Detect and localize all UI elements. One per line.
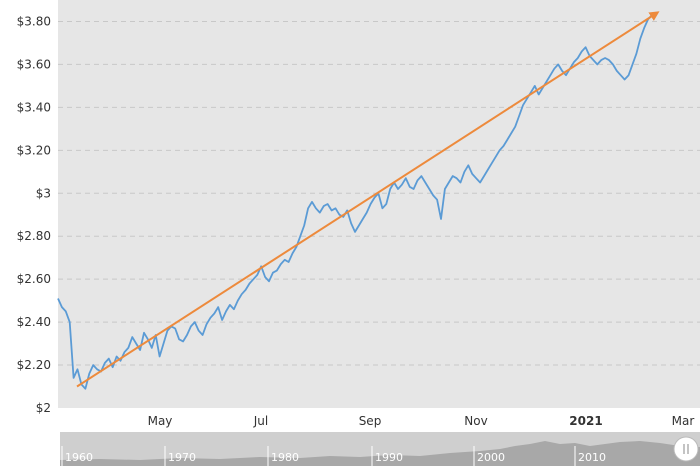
y-tick-label: $3.20	[17, 143, 51, 157]
y-tick-label: $2	[36, 401, 51, 415]
grid-lines	[58, 20, 700, 366]
x-tick-label: May	[148, 414, 173, 428]
y-tick-label: $2.60	[17, 272, 51, 286]
range-navigator[interactable]: 1960 1970 1980 1990 2000 2010	[0, 432, 700, 466]
y-tick-label: $2.40	[17, 315, 51, 329]
y-axis: $2 $2.20 $2.40 $2.60 $2.80 $3 $3.20 $3.40 $3.60 $…	[17, 14, 51, 415]
plot-background	[58, 0, 700, 408]
navigator-year-label: 1970	[168, 451, 196, 464]
navigator-history-area	[60, 441, 700, 466]
x-tick-label: Sep	[359, 414, 382, 428]
y-tick-label: $2.20	[17, 358, 51, 372]
x-tick-label: Mar	[672, 414, 695, 428]
y-tick-label: $3.60	[17, 57, 51, 71]
trend-arrow	[76, 11, 660, 388]
y-tick-label: $3.40	[17, 100, 51, 114]
x-tick-label: 2021	[569, 414, 602, 428]
price-series-line	[57, 14, 653, 390]
trend-layer	[76, 11, 660, 388]
y-tick-label: $3	[36, 186, 51, 200]
handle-knob	[673, 436, 699, 462]
navigator-year-label: 1960	[65, 451, 93, 464]
navigator-year-label: 1980	[271, 451, 299, 464]
x-tick-label: Nov	[464, 414, 487, 428]
x-tick-label: Jul	[253, 414, 268, 428]
navigator-handle[interactable]	[673, 436, 699, 462]
navigator-year-label: 2000	[477, 451, 505, 464]
grip-handle-icon	[683, 444, 689, 454]
x-axis: May Jul Sep Nov 2021 Mar	[148, 414, 695, 428]
navigator-year-label: 1990	[375, 451, 403, 464]
y-tick-label: $3.80	[17, 14, 51, 28]
y-tick-label: $2.80	[17, 229, 51, 243]
navigator-year-label: 2010	[578, 451, 606, 464]
series-layer	[57, 14, 653, 390]
